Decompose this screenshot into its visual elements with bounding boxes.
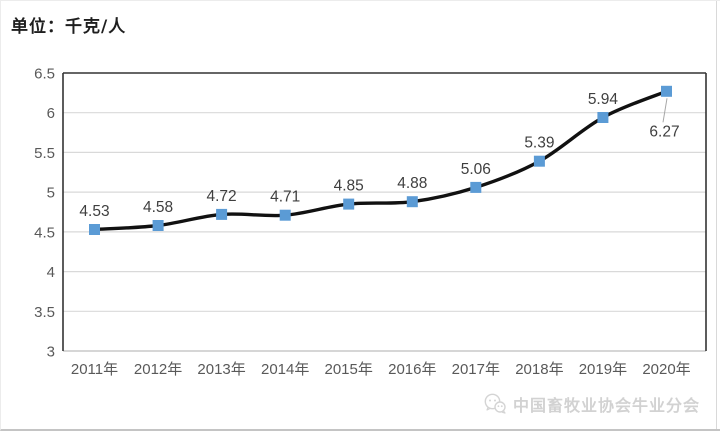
x-tick-label: 2020年 — [642, 361, 690, 378]
y-tick-label: 6.5 — [34, 66, 55, 83]
data-label-leader-line — [662, 98, 668, 123]
page-edge-line — [716, 1, 717, 429]
watermark-text: 中国畜牧业协会牛业分会 — [512, 398, 700, 415]
data-point-marker — [661, 85, 672, 97]
data-label: 4.72 — [207, 188, 237, 205]
data-point-marker — [406, 196, 418, 208]
x-tick-label: 2011年 — [71, 361, 118, 378]
y-tick-label: 5.5 — [34, 145, 55, 162]
y-tick-label: 4.5 — [34, 224, 55, 241]
data-point-marker — [89, 224, 100, 235]
x-tick-label: 2012年 — [134, 361, 182, 378]
wechat-icon — [484, 393, 506, 414]
data-point-marker — [216, 208, 228, 220]
x-tick-label: 2014年 — [261, 361, 309, 378]
x-tick-label: 2018年 — [515, 361, 563, 378]
data-label: 4.53 — [79, 203, 109, 220]
series-line — [92, 89, 669, 232]
y-tick-label: 6 — [47, 105, 55, 122]
data-point-marker — [470, 181, 482, 193]
data-label: 4.58 — [143, 199, 173, 216]
y-tick-label: 5 — [47, 185, 55, 202]
data-point-marker — [279, 209, 291, 221]
x-tick-label: 2015年 — [325, 361, 373, 378]
x-tick-label: 2017年 — [452, 361, 500, 378]
data-label: 5.94 — [588, 91, 619, 108]
data-label: 5.39 — [524, 135, 554, 152]
data-point-marker — [597, 112, 609, 123]
data-point-marker — [533, 155, 545, 167]
data-label: 4.88 — [397, 175, 427, 192]
data-label: 4.71 — [270, 189, 300, 206]
data-label: 5.06 — [461, 161, 491, 178]
y-tick-label: 3 — [47, 344, 55, 361]
y-tick-label: 4 — [47, 264, 55, 281]
watermark: 中国畜牧业协会牛业分会 — [482, 391, 700, 417]
data-point-marker — [152, 220, 164, 231]
x-tick-label: 2016年 — [388, 361, 436, 378]
unit-label: 单位：千克/人 — [11, 17, 127, 37]
data-label: 6.27 — [649, 123, 679, 140]
x-tick-label: 2019年 — [579, 361, 627, 378]
y-tick-label: 3.5 — [34, 304, 55, 321]
x-tick-label: 2013年 — [197, 361, 245, 378]
data-label: 4.85 — [334, 178, 364, 195]
data-point-marker — [343, 198, 355, 210]
